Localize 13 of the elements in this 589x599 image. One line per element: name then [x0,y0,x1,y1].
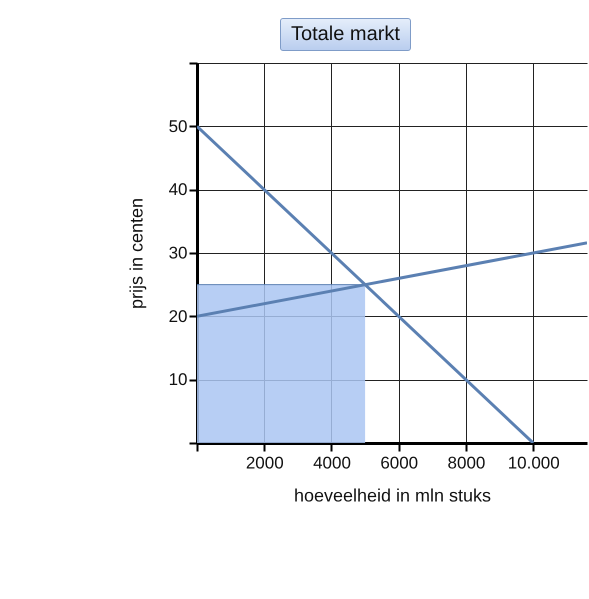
y-tick-label: 50 [168,116,188,136]
x-tick-label: 2000 [246,454,284,472]
y-tick-label: 10 [168,370,188,390]
x-tick-label: 10.000 [508,454,560,472]
x-tick-label: 4000 [313,454,351,472]
x-axis-title: hoeveelheid in mln stuks [294,486,492,506]
y-tick-label: 30 [168,244,188,262]
y-tick-label: 40 [168,180,188,200]
x-tick-label: 8000 [448,454,486,472]
y-tick-label: 20 [168,306,188,326]
x-tick-label: 6000 [380,454,418,472]
y-axis-title: prijs in centen [126,198,147,310]
chart-title: Totale markt [280,18,411,51]
